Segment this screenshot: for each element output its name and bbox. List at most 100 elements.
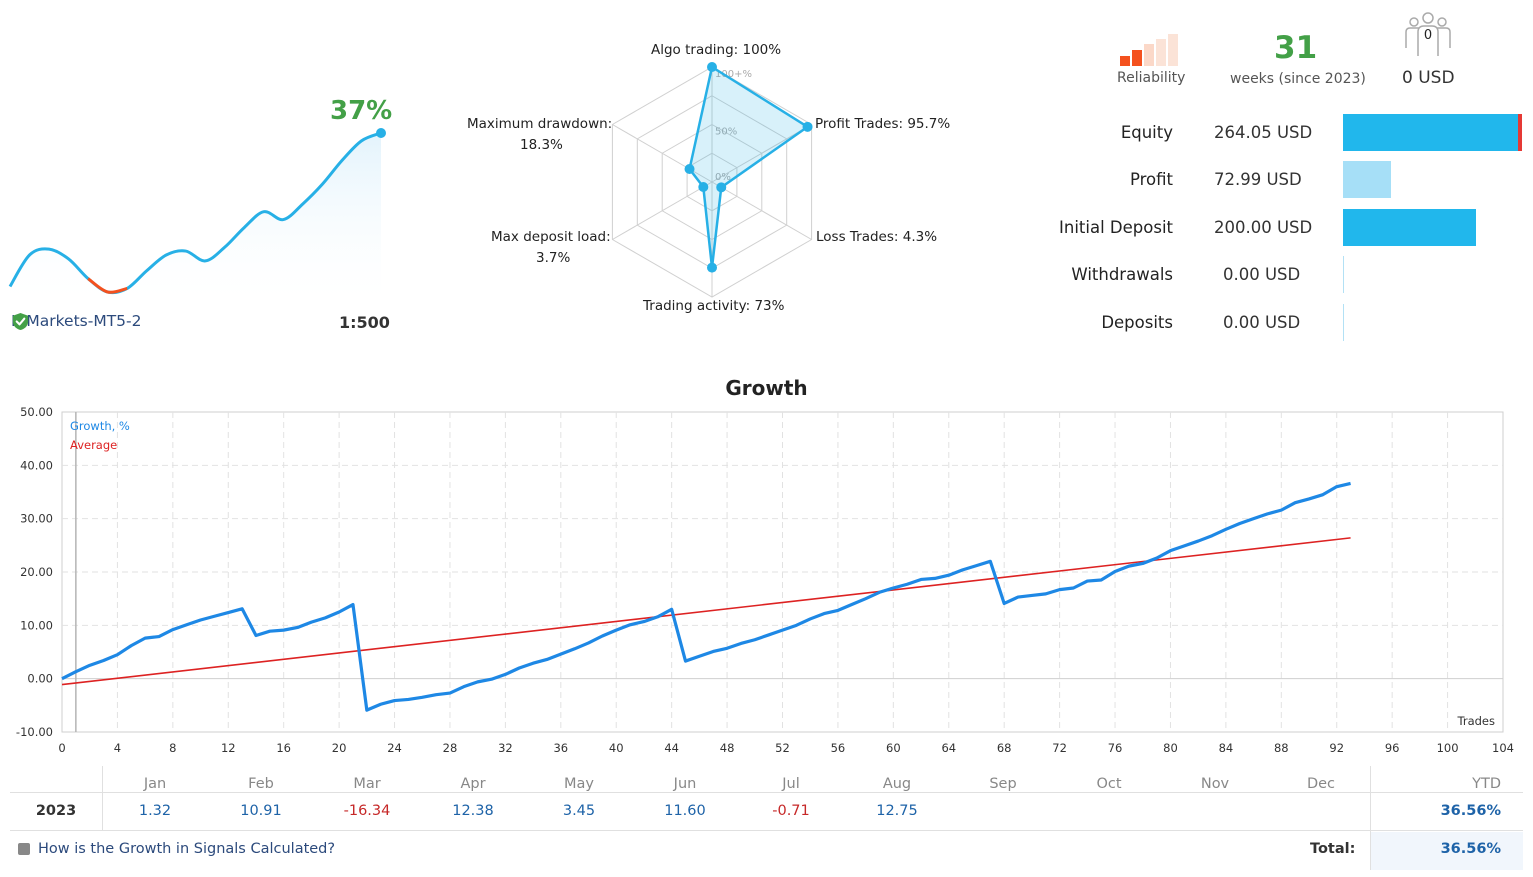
radar-value-point — [716, 182, 727, 193]
radar-value-polygon — [688, 64, 810, 268]
profit-bar — [1343, 161, 1391, 198]
month-value: 1.32 — [138, 803, 172, 819]
radar-ring-label: 0% — [715, 172, 731, 183]
radar-value-max-deposit-load: 3.7% — [536, 250, 571, 266]
month-value — [1074, 793, 1144, 829]
radar-label-loss-trades: Loss Trades: 4.3% — [816, 229, 938, 245]
mini-growth-negative-segment — [87, 277, 128, 294]
x-tick-label: 88 — [1274, 741, 1289, 755]
month-value: 12.38 — [452, 803, 494, 819]
x-tick-label: 72 — [1052, 741, 1067, 755]
x-tick-label: 8 — [169, 741, 176, 755]
broker-server[interactable]: ICMarkets-MT5-2 — [11, 312, 142, 331]
radar-value-point — [684, 164, 695, 175]
month-header: Sep — [989, 776, 1017, 792]
radar-axis-line — [711, 124, 812, 183]
x-tick-label: 44 — [664, 741, 679, 755]
stat-value: 0.00 USD — [1223, 313, 1301, 332]
x-tick-label: 76 — [1108, 741, 1123, 755]
y-tick-label: 40.00 — [20, 458, 53, 472]
radar-ring-label: 50% — [715, 127, 737, 138]
y-tick-label: 30.00 — [20, 512, 53, 526]
stat-label: Profit — [1129, 170, 1173, 189]
x-tick-label: 68 — [997, 741, 1012, 755]
reliability-label: Reliability — [1117, 70, 1186, 86]
table-row: 2023 1.32 10.91 -16.34 12.38 3.45 11.60 -0.71 12… — [10, 793, 1523, 829]
mini-growth-widget: 37% ICMarkets-MT5-2 1:500 — [0, 0, 400, 345]
month-value: 11.60 — [664, 803, 706, 819]
x-axis-label: Trades — [1457, 714, 1495, 728]
x-tick-label: 4 — [114, 741, 121, 755]
stat-row-profit: Profit 72.99 USD — [1030, 161, 1525, 201]
radar-axis-line — [612, 124, 713, 183]
broker-name[interactable]: ICMarkets-MT5-2 — [11, 312, 142, 330]
stat-value: 264.05 USD — [1214, 123, 1313, 142]
leverage: 1:500 — [339, 313, 390, 332]
year-cell: 2023 — [35, 803, 77, 819]
radar-label-profit-trades: Profit Trades: 95.7% — [815, 116, 951, 132]
subscribers-count: 0 — [1424, 28, 1432, 43]
x-tick-label: 56 — [831, 741, 846, 755]
growth-chart: 0 4 8 12 16 20 24 28 32 36 40 44 48 52 56 60 64 68 72 76 80 8… — [16, 405, 1514, 755]
average-line — [61, 537, 1351, 686]
stat-label: Initial Deposit — [1059, 218, 1173, 237]
month-value: 3.45 — [562, 803, 596, 819]
month-header: Oct — [1096, 776, 1122, 792]
mini-growth-sparkline — [8, 128, 386, 300]
month-header: Feb — [248, 776, 274, 792]
table-divider — [102, 766, 103, 830]
x-tick-label: 0 — [58, 741, 65, 755]
legend-growth: Growth, % — [70, 419, 130, 433]
x-tick-label: 64 — [941, 741, 956, 755]
growth-line — [61, 481, 1351, 712]
growth-calculation-link[interactable]: How is the Growth in Signals Calculated? — [18, 841, 335, 857]
equity-bar-marker — [1518, 114, 1522, 151]
radar-value-point — [698, 182, 709, 193]
month-value — [1286, 793, 1356, 829]
table-divider — [10, 792, 1523, 793]
x-tick-label: 80 — [1163, 741, 1178, 755]
mini-growth-end-dot — [376, 128, 386, 138]
ytd-value: 36.56% — [1440, 803, 1501, 819]
month-header: Jun — [673, 776, 697, 792]
y-tick-label: 50.00 — [20, 405, 53, 419]
stat-value: 72.99 USD — [1214, 170, 1302, 189]
weeks-label: weeks (since 2023) — [1230, 71, 1366, 87]
radar-chart: 100+% 50% 0% Algo trading: 100% Profit Tra… — [440, 30, 980, 330]
stat-row-initial-deposit: Initial Deposit 200.00 USD — [1030, 209, 1525, 249]
subscribers-icon: 0 — [1405, 12, 1451, 56]
radar-label-trading-activity: Trading activity: 73% — [643, 298, 785, 314]
month-header: Mar — [353, 776, 381, 792]
y-tick-label: 0.00 — [27, 672, 53, 686]
total-label: Total: — [1310, 841, 1356, 857]
growth-calculation-link-text[interactable]: How is the Growth in Signals Calculated? — [38, 841, 336, 857]
mini-growth-area — [10, 133, 381, 300]
reliability-bars-icon — [1120, 34, 1178, 66]
deposits-bar — [1343, 304, 1344, 341]
x-tick-label: 28 — [443, 741, 458, 755]
weeks-count: 31 — [1274, 30, 1318, 66]
table-divider — [10, 830, 1523, 831]
radar-axis-line — [612, 181, 713, 240]
mini-growth-line — [8, 131, 382, 295]
growth-percentage: 37% — [330, 96, 393, 126]
chart-title: Growth — [725, 376, 808, 400]
radar-label-max-drawdown: Maximum drawdown: — [467, 116, 613, 132]
x-tick-label: 36 — [553, 741, 568, 755]
month-header: Jan — [143, 776, 167, 792]
stat-label: Deposits — [1101, 313, 1173, 332]
withdrawals-bar — [1343, 256, 1344, 293]
x-tick-label: 24 — [387, 741, 402, 755]
total-value: 36.56% — [1440, 841, 1501, 857]
radar-axis-line — [711, 181, 812, 240]
x-tick-label: 52 — [775, 741, 790, 755]
radar-label-max-deposit-load: Max deposit load: — [491, 229, 611, 245]
month-value: 12.75 — [876, 803, 918, 819]
x-tick-label: 104 — [1492, 741, 1514, 755]
month-header: Aug — [882, 776, 912, 792]
month-value: -0.71 — [772, 803, 810, 819]
radar-value-point — [707, 62, 717, 72]
stat-row-withdrawals: Withdrawals 0.00 USD — [1030, 256, 1525, 296]
x-tick-label: 96 — [1385, 741, 1400, 755]
x-tick-label: 32 — [498, 741, 513, 755]
